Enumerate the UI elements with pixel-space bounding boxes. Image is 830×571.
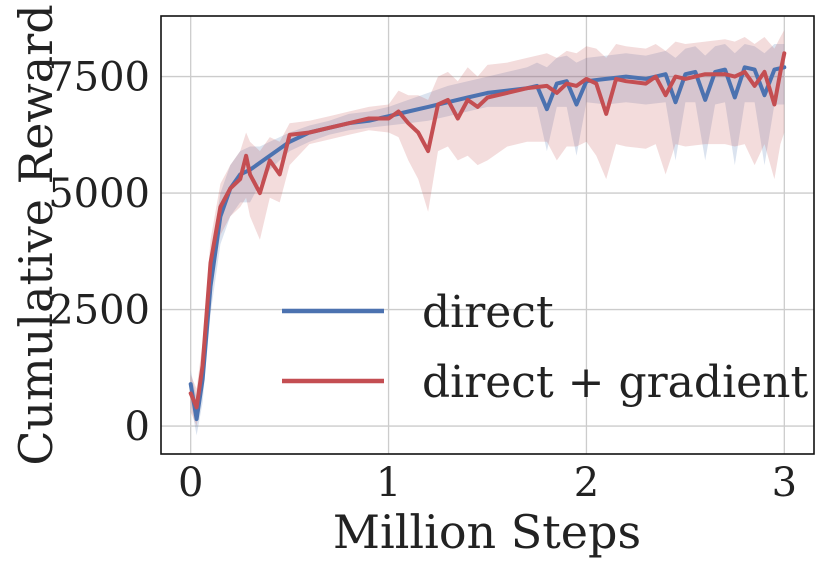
x-tick-label: 2 [574,460,599,506]
grid [161,16,814,454]
x-tick-label: 0 [178,460,203,506]
band-direct-gradient [190,30,785,426]
legend: direct direct + gradient [282,287,809,408]
band-direct [190,44,785,436]
legend-label-direct: direct [422,287,554,338]
x-tick-label: 1 [376,460,401,506]
y-tick-label: 2500 [48,288,150,334]
y-tick-label: 7500 [48,55,150,101]
plot-frame [160,15,815,455]
legend-label-direct-gradient: direct + gradient [422,357,809,408]
y-axis-label: Cumulative Reward [9,4,63,465]
series-lines [188,51,787,422]
x-axis-label: Million Steps [333,505,641,559]
confidence-bands [190,30,785,436]
y-tick-label: 0 [125,404,150,450]
series-line-direct-gradient [188,51,787,410]
y-tick-label: 5000 [48,171,150,217]
tick-labels: 0 1 2 3 0 2500 5000 7500 [48,55,797,506]
x-tick-label: 3 [772,460,797,506]
